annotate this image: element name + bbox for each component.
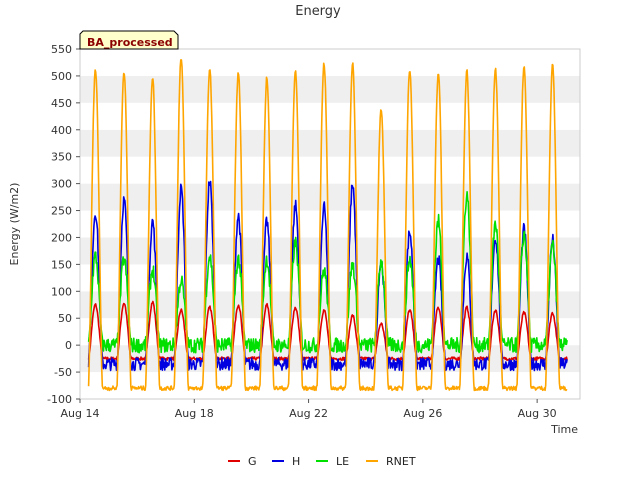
x-tick-label: Aug 18 (175, 407, 214, 420)
y-tick-label: 100 (51, 285, 72, 298)
y-tick-label: 250 (51, 205, 72, 218)
y-tick-label: 150 (51, 258, 72, 271)
x-axis-label: Time (550, 423, 578, 436)
x-tick-label: Aug 14 (61, 407, 100, 420)
grid-band (80, 49, 580, 76)
x-axis-ticks: Aug 14 Aug 18 Aug 22 Aug 26 Aug 30 (61, 399, 557, 420)
legend-label-le: LE (336, 455, 349, 468)
y-tick-label: 0 (65, 339, 72, 352)
grid-band (80, 183, 580, 211)
series-lines (87, 59, 568, 392)
y-tick-label: -100 (47, 393, 72, 406)
x-tick-label: Aug 30 (518, 407, 557, 420)
y-tick-label: 300 (51, 178, 72, 191)
y-tick-label: 350 (51, 151, 72, 164)
grid-band (80, 129, 580, 157)
y-axis-label: Energy (W/m2) (8, 183, 21, 266)
grid-band (80, 75, 580, 103)
y-tick-label: 450 (51, 97, 72, 110)
legend-label-h: H (292, 455, 300, 468)
series-line-h (87, 180, 568, 372)
processing-badge: BA_processed (79, 30, 179, 50)
series-line-le (87, 191, 568, 354)
y-tick-label: 50 (58, 312, 72, 325)
x-tick-label: Aug 22 (289, 407, 328, 420)
grid-bands (80, 49, 580, 399)
y-tick-label: 200 (51, 231, 72, 244)
legend: G H LE RNET (228, 455, 416, 468)
grid-band (80, 210, 580, 238)
legend-label-g: G (248, 455, 257, 468)
y-tick-label: 400 (51, 124, 72, 137)
plot-frame (79, 48, 581, 400)
y-axis-ticks: -100 -50 0 50 100 150 200 250 300 350 400 450 500 550 (47, 43, 80, 406)
y-tick-label: 500 (51, 70, 72, 83)
y-tick-label: -50 (54, 366, 72, 379)
y-tick-label: 550 (51, 43, 72, 56)
chart-title: Energy (295, 4, 341, 19)
grid-band (80, 264, 580, 292)
legend-label-rnet: RNET (386, 455, 416, 468)
grid-band (80, 156, 580, 184)
series-line-rnet (87, 59, 568, 392)
x-tick-label: Aug 26 (403, 407, 442, 420)
badge-label: BA_processed (87, 36, 173, 49)
